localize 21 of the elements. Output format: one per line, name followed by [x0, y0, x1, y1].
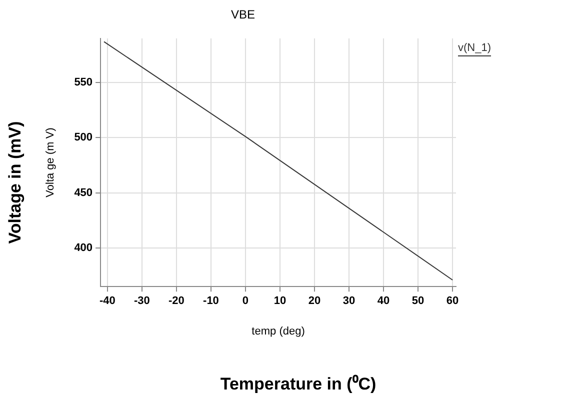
- x-tick-label: 60: [446, 295, 459, 308]
- x-tick-label: -20: [168, 295, 184, 308]
- x-tick-label: 10: [274, 295, 286, 308]
- chart-title: VBE: [230, 8, 256, 22]
- x-tick-label: 30: [342, 295, 356, 308]
- y-tick-label: 400: [74, 242, 93, 254]
- x-tick-label: 40: [377, 295, 390, 308]
- text: Voltage in (mV): [6, 121, 25, 244]
- y-axis-title: Volta ge (m V): [44, 128, 57, 198]
- text: Temperature in (⁰C): [220, 374, 376, 394]
- x-tick-label: 50: [412, 295, 424, 308]
- x-tick-label: 20: [308, 295, 321, 308]
- x-axis-title: temp (deg): [252, 325, 305, 338]
- x-tick-label: -10: [203, 295, 219, 308]
- x-tick-label: -40: [100, 295, 116, 308]
- x-tick-label: -30: [134, 295, 150, 308]
- y-tick-label: 500: [74, 132, 93, 144]
- text: v(N_1): [458, 42, 492, 54]
- y-tick-label: 450: [74, 186, 93, 199]
- y-tick-label: 550: [74, 76, 93, 89]
- x-tick-label: 0: [242, 295, 249, 308]
